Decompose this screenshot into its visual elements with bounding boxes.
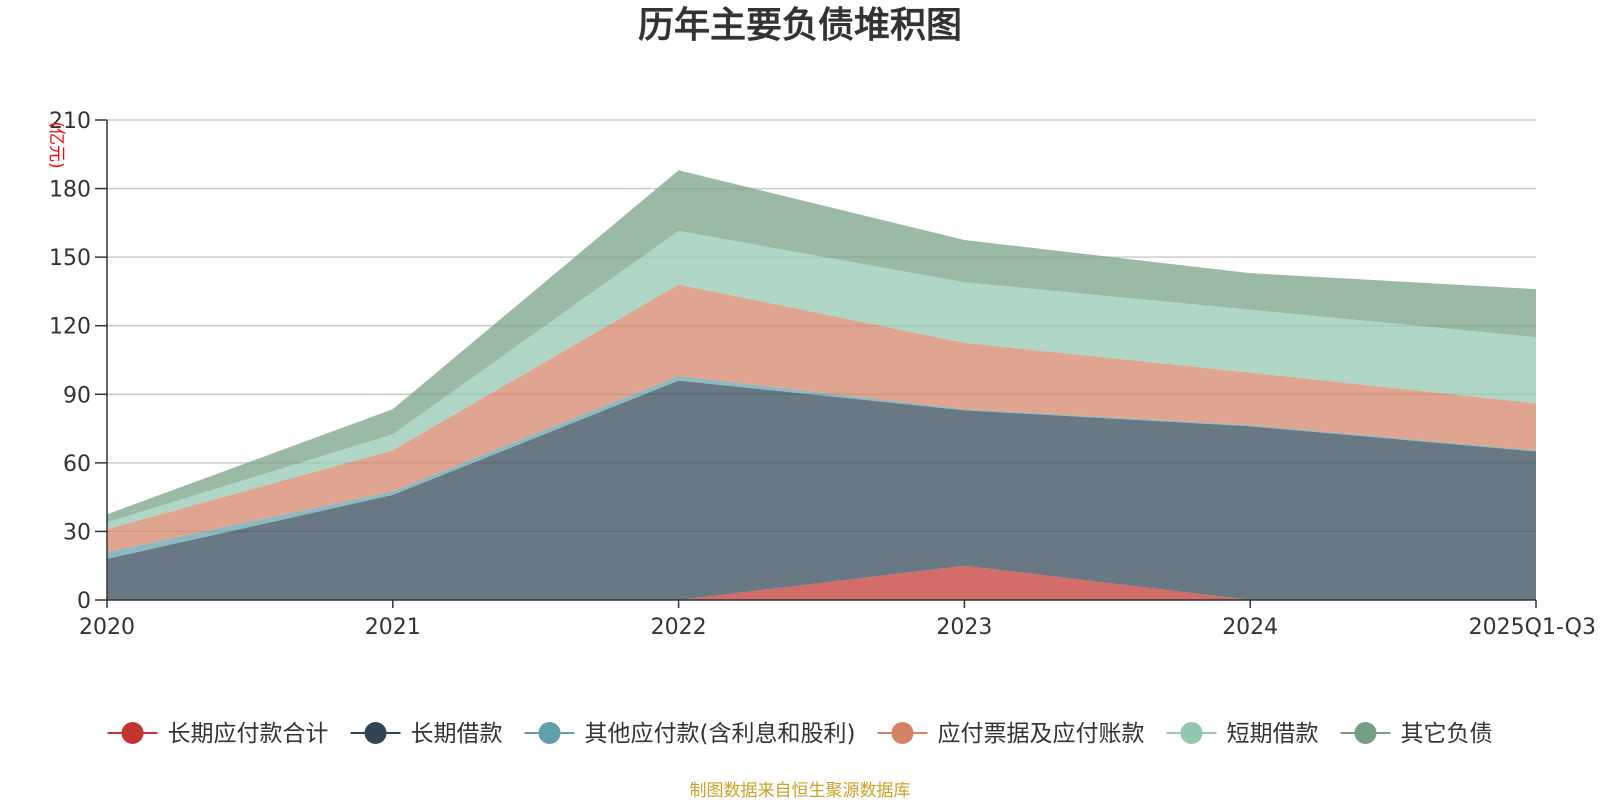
area-series-1 [107,380,1536,600]
x-tick-label: 2022 [651,615,707,640]
legend-item[interactable]: 应付票据及应付账款 [877,721,1144,747]
legend-item[interactable]: 短期借款 [1166,721,1318,747]
x-tick-label: 2021 [365,615,421,640]
y-tick-label: 0 [77,589,91,614]
area-series-0 [107,565,1536,600]
area-series-2 [107,376,1536,559]
legend-label: 长期应付款合计 [168,721,329,747]
legend-marker-icon [1354,722,1377,744]
area-series-4 [107,230,1536,530]
area-series [107,170,1536,600]
chart-title: 历年主要负债堆积图 [638,5,962,46]
x-tick-label: 2020 [79,615,135,640]
area-series-5 [107,170,1536,523]
legend: 长期应付款合计 长期借款 其他应付款(含利息和股利) 应付票据及应付账款 短期借款 其它负… [107,721,1492,747]
y-tick-label: 30 [63,520,91,545]
legend-marker-icon [538,722,561,744]
y-axis-unit: (亿元) [46,121,66,168]
legend-item[interactable]: 长期应付款合计 [107,721,329,747]
legend-item[interactable]: 其它负债 [1340,721,1492,747]
x-tick-label: 2023 [936,615,992,640]
legend-label: 长期借款 [411,721,503,747]
legend-marker-icon [1180,722,1203,744]
legend-label: 应付票据及应付账款 [937,721,1144,747]
legend-marker-icon [121,722,144,744]
legend-label: 其他应付款(含利息和股利) [585,721,856,747]
legend-marker-icon [891,722,914,744]
area-series-3 [107,284,1536,552]
legend-marker-icon [364,722,387,744]
legend-item[interactable]: 长期借款 [350,721,503,747]
y-tick-label: 150 [49,246,91,271]
legend-label: 短期借款 [1226,721,1318,747]
y-tick-label: 90 [63,383,91,408]
y-tick-label: 180 [49,178,91,203]
x-tick-label: 2024 [1222,615,1278,640]
source-note: 制图数据来自恒生聚源数据库 [690,781,911,800]
legend-label: 其它负债 [1400,721,1492,747]
x-tick-label: 2025Q1-Q3 [1469,615,1596,640]
y-tick-label: 210 [49,109,91,134]
legend-item[interactable]: 其他应付款(含利息和股利) [524,721,856,747]
axes: 0 30 60 90 120 150 180 210 2020 2021 2022 2023 2024 2… [49,109,1596,640]
y-tick-label: 60 [63,452,91,477]
y-tick-label: 120 [49,315,91,340]
